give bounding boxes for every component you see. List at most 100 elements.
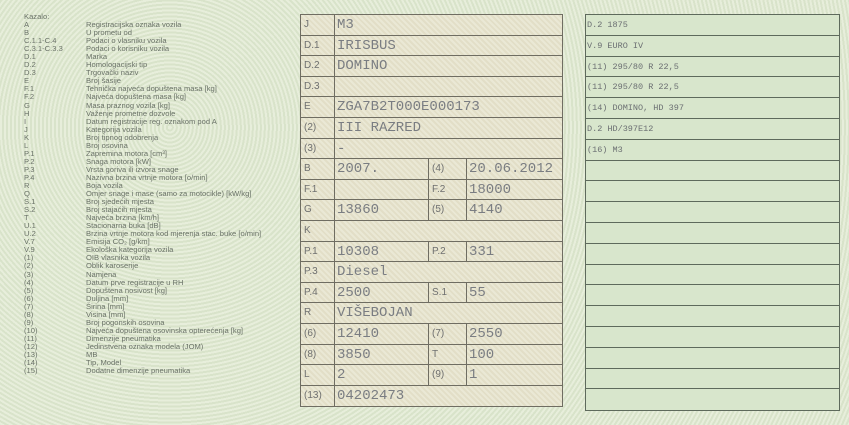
- field-row: (3) -: [301, 138, 562, 160]
- legend-code: I: [24, 116, 27, 126]
- field-label: P.2: [429, 241, 467, 262]
- field-row: K: [301, 220, 562, 242]
- additional-row: D.2 HD/397E12: [586, 119, 839, 140]
- field-value: 3850: [335, 344, 429, 365]
- legend-text: OIB vlasnika vozila: [86, 253, 151, 263]
- legend-text: Najveća dopuštena masa [kg]: [86, 92, 187, 102]
- field-row: J M3: [301, 15, 562, 36]
- field-row: P.4 2500 S.1 55: [301, 282, 562, 304]
- additional-row: [586, 348, 839, 369]
- legend-text: Najveća brzina [km/h]: [86, 213, 160, 223]
- field-value: III RAZRED: [337, 119, 422, 136]
- legend-text: Visina [mm]: [86, 309, 126, 319]
- legend-row: Q Omjer snage i mase (samo za motocikle) …: [24, 189, 261, 199]
- legend-text: Podaci o korisniku vozila: [86, 44, 170, 54]
- legend-row: (10) Najveća dopuštena osovinska optereće…: [24, 325, 261, 335]
- additional-row: [586, 181, 839, 203]
- legend-text: Broj tipnog odobrenja: [86, 132, 159, 142]
- field-value: 12410: [335, 323, 429, 344]
- legend-code: (4): [24, 277, 34, 287]
- field-row: D.1 IRISBUS: [301, 35, 562, 57]
- field-label: (2): [301, 117, 335, 138]
- legend-row: (8) Visina [mm]: [24, 309, 261, 319]
- legend-code: Q: [24, 189, 30, 199]
- additional-row: (16) M3: [586, 140, 839, 161]
- field-label: R: [301, 303, 335, 323]
- additional-row: D.2 1875: [586, 15, 839, 36]
- legend-row: F.2 Najveća dopuštena masa [kg]: [24, 93, 261, 101]
- legend-row: (15) Dodatne dimenzije pneumatika: [24, 367, 261, 375]
- legend-text: Zapremina motora [cm³]: [86, 148, 168, 158]
- field-value: DOMINO: [337, 58, 388, 75]
- field-label: (3): [301, 138, 335, 159]
- legend-row: D.3 Trgovački naziv: [24, 69, 261, 77]
- field-value: 2550: [469, 325, 503, 342]
- field-value: -: [337, 140, 346, 157]
- field-row: E ZGA7B2T000E000173: [301, 97, 562, 118]
- legend-row: P.1 Zapremina motora [cm³]: [24, 148, 261, 158]
- legend-text: Trgovački naziv: [86, 68, 139, 78]
- legend-text: Važenje prometne dozvole: [86, 108, 176, 118]
- field-value: 100: [469, 346, 495, 363]
- legend-text: Jedinstvena oznaka modela (JOM): [86, 341, 204, 351]
- legend-text: Registracijska oznaka vozila: [86, 20, 182, 30]
- legend-code: (8): [24, 309, 34, 319]
- legend-code: F.1: [24, 84, 35, 94]
- legend-row: G Masa praznog vozila [kg]: [24, 100, 261, 110]
- field-label: (8): [301, 344, 335, 365]
- field-value: 04202473: [337, 387, 405, 404]
- legend-text: Emisija CO₂ [g/km]: [86, 237, 150, 247]
- legend-code: H: [24, 108, 30, 118]
- legend-row: E Broj šasije: [24, 77, 261, 85]
- legend-code: A: [24, 20, 30, 30]
- field-value: IRISBUS: [337, 37, 396, 54]
- field-value: 2007.: [335, 159, 429, 179]
- additional-row: V.9 EURO IV: [586, 36, 839, 57]
- legend-code: D.3: [24, 68, 36, 78]
- legend-text: Tehnička najveća dopuštena masa [kg]: [86, 84, 217, 94]
- legend-code: (14): [24, 358, 38, 368]
- additional-row: [586, 306, 839, 327]
- legend-row: (4) Datum prve registracije u RH: [24, 277, 261, 287]
- field-row: P.1 10308 P.2 331: [301, 241, 562, 263]
- field-row: D.3: [301, 76, 562, 98]
- legend-code: (10): [24, 325, 38, 335]
- legend-row: (11) Dimenzije pneumatika: [24, 334, 261, 343]
- field-row: D.2 DOMINO: [301, 56, 562, 77]
- legend-code: F.2: [24, 92, 35, 102]
- legend-row: (5) Dopuštena nosivost [kg]: [24, 286, 261, 295]
- legend-row: S.2 Broj stajaćih mjesta: [24, 206, 261, 214]
- legend-row: C.1.1-C.4 Podaci o vlasniku vozila: [24, 37, 261, 45]
- additional-row: [586, 285, 839, 307]
- legend-row: P.4 Nazivna brzina vrtnje motora [o/min]: [24, 172, 261, 182]
- legend-row: V.9 Ekološka kategorija vozila: [24, 246, 261, 254]
- field-label: K: [301, 220, 335, 241]
- legend-code: G: [24, 100, 30, 110]
- legend-code: U.2: [24, 229, 36, 239]
- legend-row: P.2 Snaga motora [kW]: [24, 156, 261, 166]
- field-value: 10308: [335, 241, 429, 262]
- legend-code: P.1: [24, 148, 35, 158]
- field-value: ZGA7B2T000E000173: [337, 99, 480, 116]
- legend-row: T Najveća brzina [km/h]: [24, 214, 261, 222]
- legend-row: D.2 Homologacijski tip: [24, 61, 261, 69]
- legend-text: U prometu od: [86, 28, 133, 38]
- legend-row: (1) OIB vlasnika vozila: [24, 254, 261, 262]
- legend-text: Vrsta goriva ili izvora snage: [86, 164, 179, 174]
- legend-code: J: [24, 124, 28, 134]
- legend-row: B U prometu od: [24, 29, 261, 37]
- legend-code: B: [24, 28, 30, 38]
- field-label: G: [301, 200, 335, 220]
- field-row: L 2 (9) 1: [301, 365, 562, 386]
- legend-text: Snaga motora [kW]: [86, 156, 151, 166]
- legend-row: P.3 Vrsta goriva ili izvora snage: [24, 164, 261, 174]
- additional-row: [586, 327, 839, 348]
- field-label: D.2: [301, 56, 335, 76]
- field-label: (6): [301, 323, 335, 344]
- legend-text: Stacionarna buka [dB]: [86, 221, 161, 231]
- legend-code: V.7: [24, 237, 35, 247]
- additional-row: [586, 223, 839, 244]
- legend-text: Nazivna brzina vrtnje motora [o/min]: [86, 172, 208, 182]
- field-label: (7): [429, 323, 467, 344]
- legend-text: Tip, Model: [86, 358, 122, 368]
